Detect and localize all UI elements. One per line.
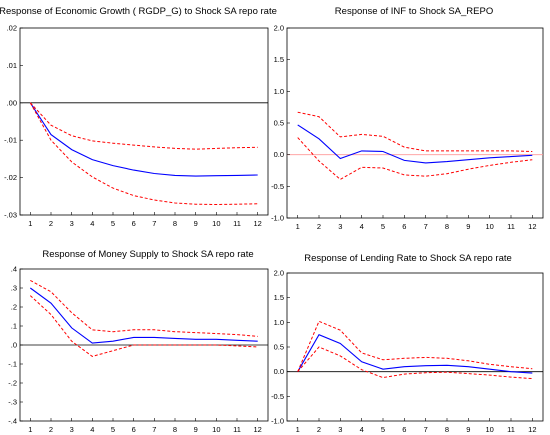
x-tick-label: 6 xyxy=(132,425,136,434)
x-tick-label: 1 xyxy=(28,219,32,228)
x-tick-label: 2 xyxy=(317,425,321,434)
x-tick-label: 10 xyxy=(485,425,493,434)
x-tick-label: 3 xyxy=(70,425,74,434)
series-line-response-lending-rate xyxy=(297,334,533,374)
y-tick-label: -0.5 xyxy=(271,392,284,401)
x-tick-label: 6 xyxy=(132,219,136,228)
series-line-response-inflation xyxy=(297,124,533,164)
x-tick-label: 9 xyxy=(466,425,470,434)
y-tick-label: 1.0 xyxy=(274,87,284,96)
x-tick-label: 7 xyxy=(424,425,428,434)
x-tick-label: 5 xyxy=(111,219,115,228)
x-tick-label: 1 xyxy=(296,425,300,434)
y-tick-label: .00 xyxy=(7,98,17,107)
x-tick-label: 12 xyxy=(528,425,536,434)
chart-title-lending-rate: Response of Lending Rate to Shock SA rep… xyxy=(304,253,512,264)
panel-economic-growth: Response of Economic Growth ( RGDP_G) to… xyxy=(0,6,277,228)
x-tick-label: 12 xyxy=(253,425,261,434)
y-tick-label: .01 xyxy=(7,61,17,70)
panel-money-supply: Response of Money Supply to Shock SA rep… xyxy=(8,249,269,434)
y-tick-label: 1.0 xyxy=(274,318,284,327)
x-tick-label: 8 xyxy=(445,425,449,434)
y-tick-label: 2.0 xyxy=(274,269,284,278)
x-tick-label: 3 xyxy=(70,219,74,228)
x-tick-label: 4 xyxy=(360,425,364,434)
series-line-upper-lending-rate xyxy=(297,320,533,372)
x-tick-label: 11 xyxy=(233,425,241,434)
y-tick-label: 0.5 xyxy=(274,343,284,352)
y-tick-label: 0.5 xyxy=(274,119,284,128)
y-tick-label: .2 xyxy=(11,303,17,312)
y-tick-label: -.1 xyxy=(8,360,17,369)
x-tick-label: 8 xyxy=(173,219,177,228)
x-tick-label: 7 xyxy=(152,219,156,228)
panel-inflation: Response of INF to Shock SA_REPO 2.0 1.5 1… xyxy=(271,6,544,231)
y-tick-label: -1.0 xyxy=(271,214,284,223)
x-tick-label: 2 xyxy=(49,219,53,228)
x-tick-label: 7 xyxy=(424,222,428,231)
x-tick-label: 5 xyxy=(111,425,115,434)
panel-lending-rate: Response of Lending Rate to Shock SA rep… xyxy=(271,253,544,434)
series-line-upper-economic-growth xyxy=(29,102,258,150)
x-tick-label: 4 xyxy=(360,222,364,231)
y-tick-label: .02 xyxy=(7,24,17,33)
x-tick-label: 12 xyxy=(528,222,536,231)
x-tick-label: 4 xyxy=(90,425,94,434)
y-tick-label: -.03 xyxy=(4,211,17,220)
chart-title-inflation: Response of INF to Shock SA_REPO xyxy=(335,6,493,17)
x-tick-label: 8 xyxy=(445,222,449,231)
y-tick-label: 1.5 xyxy=(274,293,284,302)
y-tick-label: 2.0 xyxy=(274,24,284,33)
x-tick-label: 2 xyxy=(49,425,53,434)
chart-title-economic-growth: Response of Economic Growth ( RGDP_G) to… xyxy=(0,6,277,17)
series-line-upper-money-supply xyxy=(30,279,258,337)
x-tick-label: 1 xyxy=(28,425,32,434)
y-tick-label: -.2 xyxy=(8,379,17,388)
x-tick-label: 8 xyxy=(173,425,177,434)
series-line-lower-lending-rate xyxy=(297,346,533,380)
series-line-lower-inflation xyxy=(297,137,533,181)
x-tick-label: 9 xyxy=(194,219,198,228)
x-tick-label: 3 xyxy=(338,425,342,434)
series-line-upper-inflation xyxy=(297,111,533,152)
x-tick-label: 10 xyxy=(212,219,220,228)
x-tick-label: 6 xyxy=(402,222,406,231)
x-tick-label: 11 xyxy=(507,222,515,231)
x-tick-label: 3 xyxy=(338,222,342,231)
series-line-lower-economic-growth xyxy=(29,102,258,206)
x-tick-label: 7 xyxy=(152,425,156,434)
x-tick-label: 6 xyxy=(402,425,406,434)
y-tick-label: -1.0 xyxy=(271,417,284,426)
x-tick-label: 12 xyxy=(253,219,261,228)
series-line-lower-money-supply xyxy=(29,295,258,357)
y-tick-label: .4 xyxy=(11,265,17,274)
series-line-response-economic-growth xyxy=(29,102,258,177)
x-tick-label: 5 xyxy=(381,222,385,231)
x-tick-label: 11 xyxy=(233,219,241,228)
y-tick-label: -.4 xyxy=(8,417,17,426)
y-tick-label: .0 xyxy=(11,341,17,350)
y-tick-label: 1.5 xyxy=(274,55,284,64)
x-tick-label: 4 xyxy=(90,219,94,228)
y-tick-label: -0.5 xyxy=(271,182,284,191)
y-tick-label: -.3 xyxy=(8,398,17,407)
x-tick-label: 9 xyxy=(466,222,470,231)
y-tick-label: 0.0 xyxy=(274,150,284,159)
x-tick-label: 10 xyxy=(212,425,220,434)
x-tick-label: 2 xyxy=(317,222,321,231)
y-tick-label: .3 xyxy=(11,284,17,293)
x-tick-label: 5 xyxy=(381,425,385,434)
y-tick-label: 0.0 xyxy=(274,367,284,376)
chart-title-money-supply: Response of Money Supply to Shock SA rep… xyxy=(42,249,253,260)
y-tick-label: .1 xyxy=(11,322,17,331)
x-tick-label: 11 xyxy=(507,425,515,434)
y-tick-label: -.02 xyxy=(4,173,17,182)
plot-frame-economic-growth xyxy=(19,27,269,216)
x-tick-label: 9 xyxy=(194,425,198,434)
x-tick-label: 1 xyxy=(296,222,300,231)
y-tick-label: -.01 xyxy=(4,136,17,145)
x-tick-label: 10 xyxy=(485,222,493,231)
series-line-response-money-supply xyxy=(29,287,258,344)
